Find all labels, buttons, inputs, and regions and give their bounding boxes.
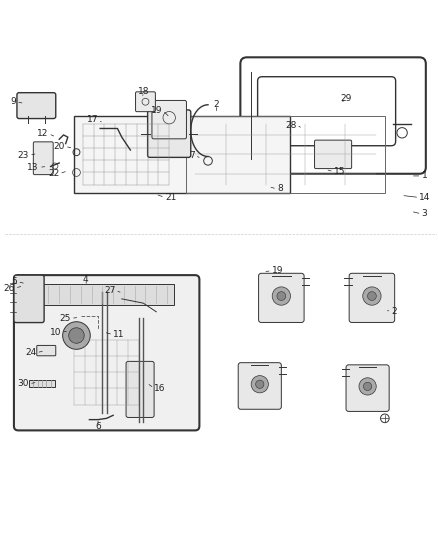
Text: 8: 8 <box>277 184 283 193</box>
Text: 4: 4 <box>82 275 88 284</box>
Circle shape <box>69 328 84 343</box>
Circle shape <box>63 322 90 349</box>
FancyBboxPatch shape <box>314 140 352 168</box>
Text: 13: 13 <box>28 163 39 172</box>
Text: 19: 19 <box>272 266 283 276</box>
Text: 26: 26 <box>4 284 15 293</box>
FancyBboxPatch shape <box>346 365 389 411</box>
Text: 5: 5 <box>12 277 18 286</box>
Text: 23: 23 <box>18 151 29 160</box>
Text: 22: 22 <box>48 169 59 178</box>
Text: 21: 21 <box>165 193 176 202</box>
Circle shape <box>272 287 290 305</box>
Text: 12: 12 <box>37 129 49 138</box>
Text: 24: 24 <box>25 348 36 357</box>
FancyBboxPatch shape <box>349 273 395 322</box>
Text: 15: 15 <box>334 167 346 176</box>
FancyBboxPatch shape <box>152 100 187 139</box>
FancyBboxPatch shape <box>33 142 53 175</box>
FancyBboxPatch shape <box>37 345 56 356</box>
Text: 29: 29 <box>340 94 352 103</box>
FancyBboxPatch shape <box>238 362 281 409</box>
Text: 28: 28 <box>285 120 297 130</box>
Text: 6: 6 <box>95 423 101 431</box>
Text: 10: 10 <box>50 328 61 336</box>
FancyBboxPatch shape <box>126 361 154 417</box>
Text: 18: 18 <box>138 87 149 96</box>
Text: 11: 11 <box>113 330 125 339</box>
Text: 14: 14 <box>419 193 431 202</box>
Text: 7: 7 <box>189 151 195 160</box>
Text: 2: 2 <box>214 100 219 109</box>
Text: 2: 2 <box>391 308 397 316</box>
Circle shape <box>251 376 268 393</box>
FancyBboxPatch shape <box>17 93 56 118</box>
FancyBboxPatch shape <box>14 275 44 322</box>
Circle shape <box>367 292 376 301</box>
FancyBboxPatch shape <box>14 275 199 431</box>
Text: 17: 17 <box>87 115 98 124</box>
Text: 16: 16 <box>154 384 166 393</box>
FancyBboxPatch shape <box>135 92 155 111</box>
Circle shape <box>364 382 372 391</box>
Circle shape <box>359 378 376 395</box>
FancyBboxPatch shape <box>40 284 173 305</box>
Text: 3: 3 <box>421 209 427 219</box>
Text: 9: 9 <box>11 97 16 106</box>
FancyBboxPatch shape <box>148 110 191 157</box>
Circle shape <box>277 292 286 301</box>
Text: 30: 30 <box>18 379 29 389</box>
FancyBboxPatch shape <box>74 116 290 193</box>
FancyBboxPatch shape <box>258 273 304 322</box>
Text: 20: 20 <box>53 142 65 151</box>
Text: 19: 19 <box>151 106 163 115</box>
Text: 27: 27 <box>104 286 115 295</box>
Text: 1: 1 <box>421 172 427 181</box>
Circle shape <box>363 287 381 305</box>
Text: 25: 25 <box>60 314 71 323</box>
FancyBboxPatch shape <box>29 379 55 387</box>
Circle shape <box>256 380 264 389</box>
